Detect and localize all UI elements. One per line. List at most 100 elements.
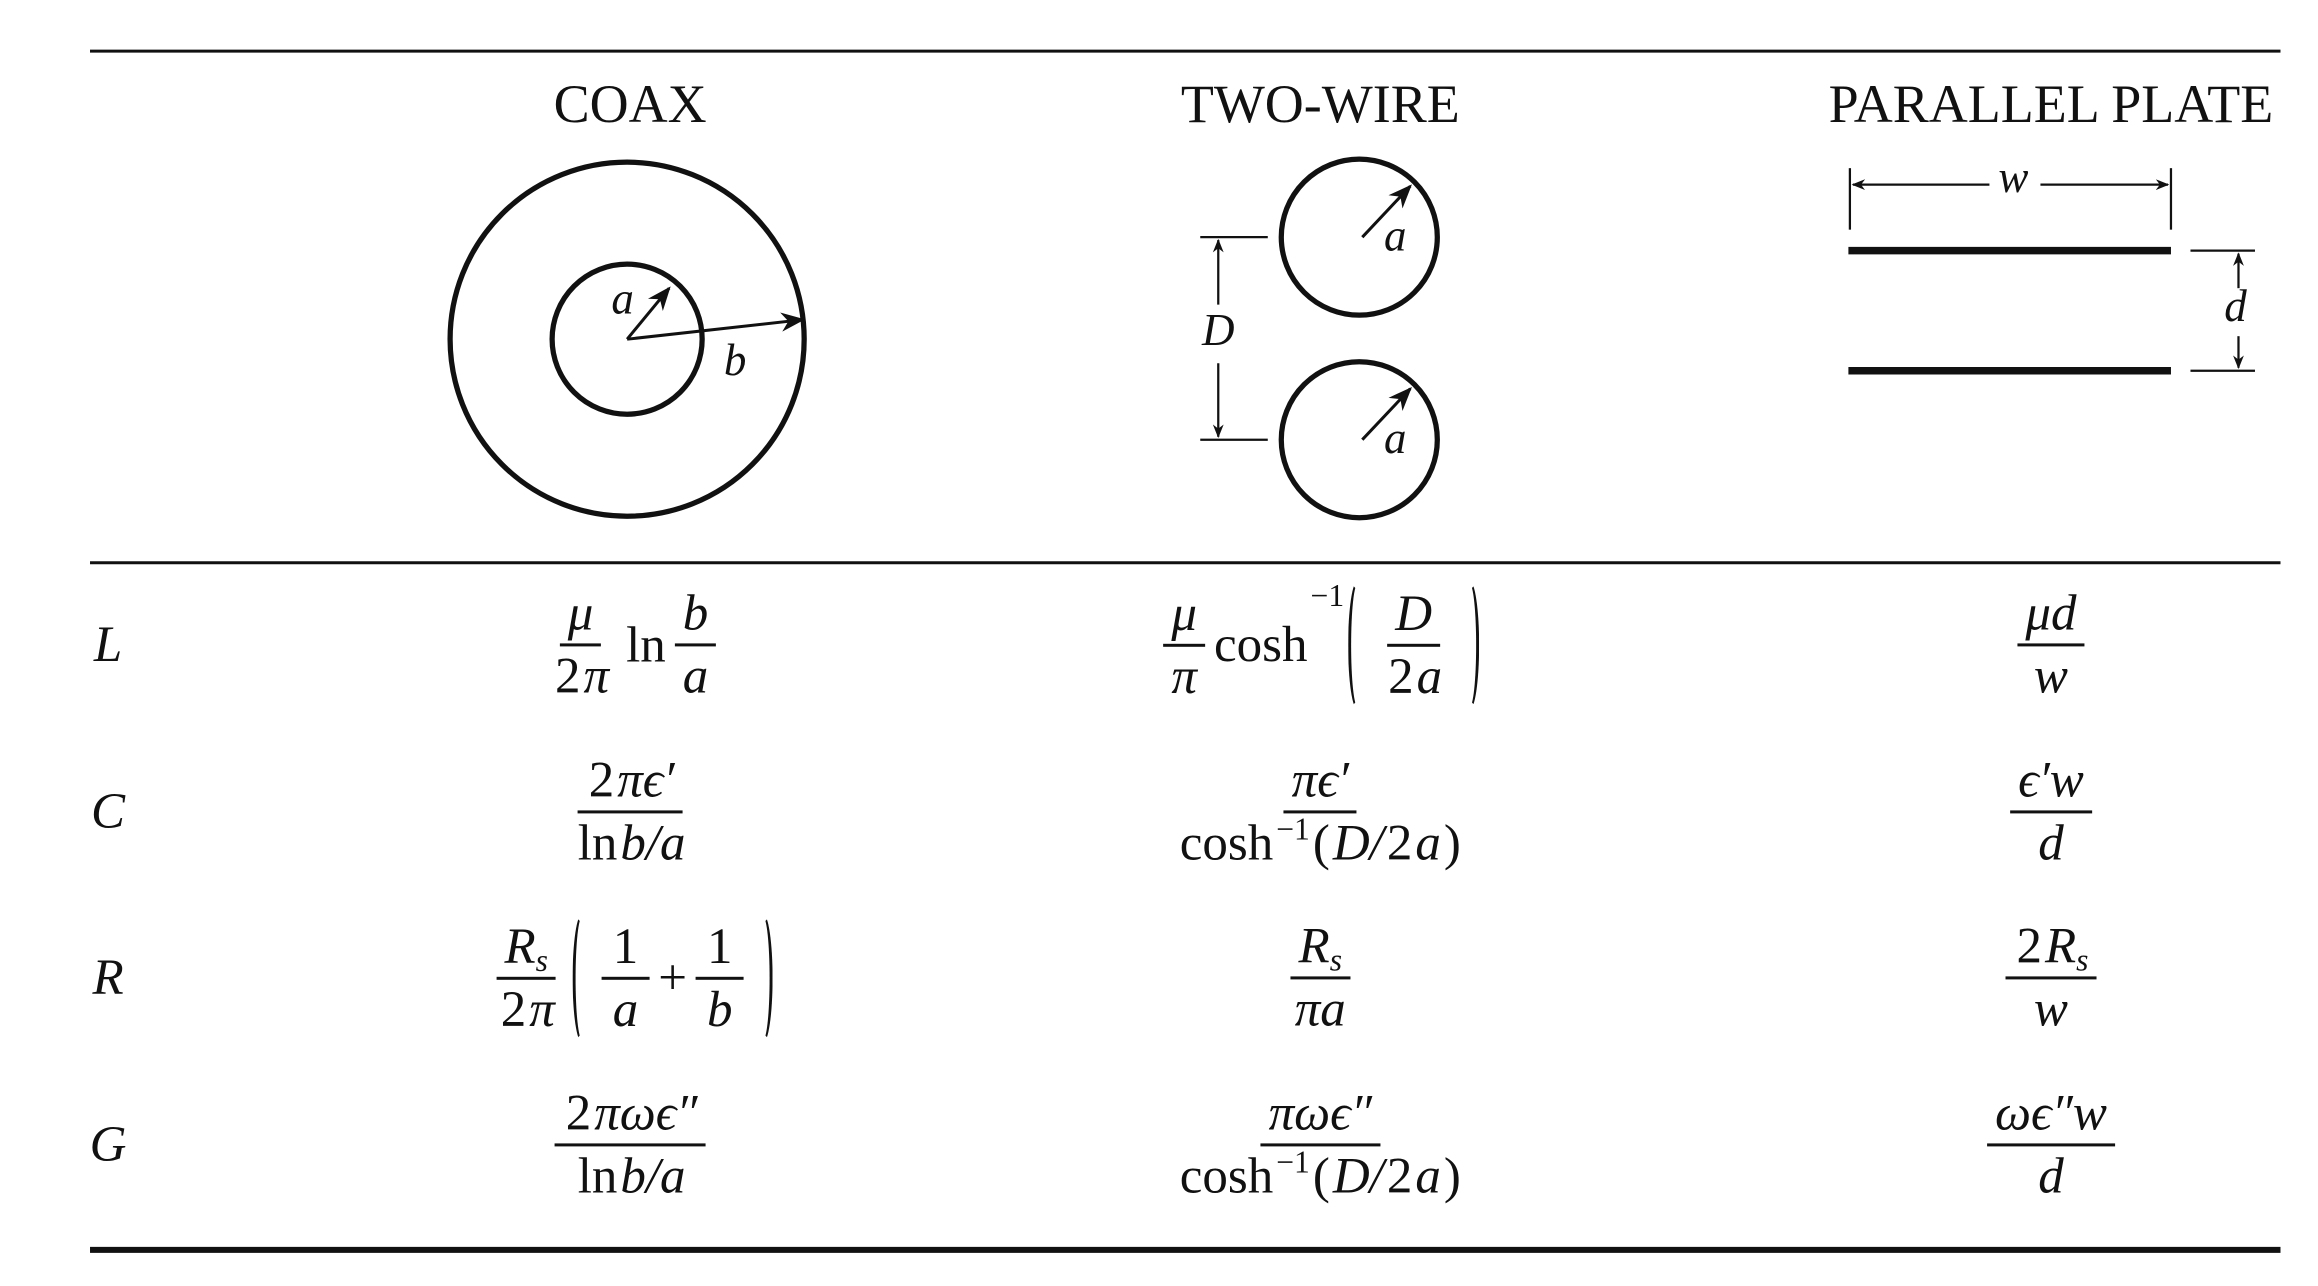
fraction: ωϵ″w d <box>1987 1085 2115 1204</box>
superscript: −1 <box>1276 1144 1310 1180</box>
math-text: ) <box>1443 1148 1461 1205</box>
formula: πϵ′ cosh −1(D/2 a) <box>1163 752 1478 871</box>
math-text: 2 <box>1388 648 1414 705</box>
denominator: w <box>2026 647 2076 705</box>
math-variable: μ <box>567 585 594 642</box>
numerator: μ <box>1163 585 1206 647</box>
fraction: πϵ′ cosh −1(D/2 a) <box>1169 752 1472 871</box>
numerator: μd <box>2017 586 2085 647</box>
math-text: 2 <box>2016 918 2042 975</box>
fraction: μd w <box>2017 586 2085 705</box>
denominator: d <box>2030 1146 2072 1204</box>
parenthesized-group: 1 a +1 b <box>569 914 777 1043</box>
dim-label: a <box>1384 413 1407 463</box>
formula: μ π cosh −1 D 2 a <box>1157 578 1483 710</box>
math-variable: D <box>1395 585 1433 642</box>
numerator: D <box>1387 585 1441 647</box>
column-title: COAX <box>554 74 707 134</box>
numerator: b <box>674 585 717 647</box>
math-text: cosh <box>1214 617 1308 674</box>
math-variable: a <box>1415 815 1441 872</box>
subscript: s <box>1329 942 1343 978</box>
math-text: 1 <box>612 918 639 975</box>
math-variable: d <box>2038 1148 2064 1205</box>
numerator: πϵ′ <box>1283 752 1357 814</box>
two-wire-diagram <box>1200 156 1440 521</box>
math-text: 2 <box>565 1085 592 1142</box>
math-variable: w <box>2033 648 2068 705</box>
denominator: w <box>2026 980 2076 1038</box>
column-title: TWO-WIRE <box>1181 74 1460 134</box>
numerator: πωϵ″ <box>1260 1085 1380 1147</box>
math-variable: D/ <box>1332 1148 1384 1205</box>
math-text: ln <box>626 617 666 674</box>
left-paren <box>572 914 592 1043</box>
denominator: π <box>1163 647 1205 705</box>
dim-label: D <box>1201 305 1235 355</box>
row-label: G <box>89 1116 127 1173</box>
math-text: ) <box>1443 815 1461 872</box>
math-text: cosh <box>1179 1148 1274 1205</box>
math-text: 2 <box>555 648 581 705</box>
math-text: ln <box>577 815 618 872</box>
denominator: b <box>699 980 741 1038</box>
math-variable: a <box>612 981 639 1038</box>
math-variable: w <box>2033 981 2068 1038</box>
denominator: a <box>605 980 647 1038</box>
math-variable: d <box>2038 815 2064 872</box>
fraction: ϵ′w d <box>2010 752 2092 871</box>
math-text: ( <box>1312 815 1330 872</box>
right-paren <box>1460 580 1480 710</box>
formula: μ 2 π ln b a <box>538 586 722 705</box>
numerator: 2 πϵ′ <box>577 752 683 814</box>
denominator: ln b/a <box>567 813 694 871</box>
math-variable: μ <box>1171 585 1198 642</box>
math-text: 1 <box>707 918 733 975</box>
denominator: ln b/a <box>567 1146 694 1204</box>
fraction: 2 πωϵ″ ln b/a <box>554 1085 706 1204</box>
formula: ϵ′w d <box>2004 752 2098 871</box>
numerator: ωϵ″w <box>1987 1085 2115 1147</box>
denominator: cosh −1 (D/2 a) <box>1169 1144 1472 1205</box>
math-variable: πωϵ″ <box>594 1085 698 1142</box>
dim-label: a <box>1384 210 1407 260</box>
fraction: πωϵ″ cosh −1 (D/2 a) <box>1169 1085 1472 1204</box>
denominator: cosh −1(D/2 a) <box>1169 811 1472 872</box>
fraction: 2 πϵ′ ln b/a <box>567 752 694 871</box>
numerator: 2 πωϵ″ <box>554 1085 706 1147</box>
dim-label: b <box>724 335 747 385</box>
column-title: PARALLEL PLATE <box>1829 74 2274 134</box>
formula: πωϵ″ cosh −1 (D/2 a) <box>1163 1085 1478 1204</box>
subscript: s <box>535 942 548 978</box>
denominator: πa <box>1287 980 1354 1038</box>
math-variable: a <box>682 648 709 705</box>
dim-label: a <box>611 274 634 324</box>
numerator: 1 <box>601 918 650 980</box>
subscript: s <box>2076 942 2089 978</box>
superscript: −1 <box>1276 811 1310 847</box>
math-variable: D/ <box>1332 815 1384 872</box>
math-variable: b <box>707 981 733 1038</box>
coax-diagram <box>447 159 807 519</box>
math-text: ln <box>577 1148 618 1205</box>
formula: 2 πϵ′ ln b/a <box>561 752 700 871</box>
math-text: 2 <box>1386 1148 1413 1205</box>
dim-label: d <box>2224 281 2247 331</box>
math-variable: π <box>529 981 555 1038</box>
math-variable: b <box>682 585 709 642</box>
